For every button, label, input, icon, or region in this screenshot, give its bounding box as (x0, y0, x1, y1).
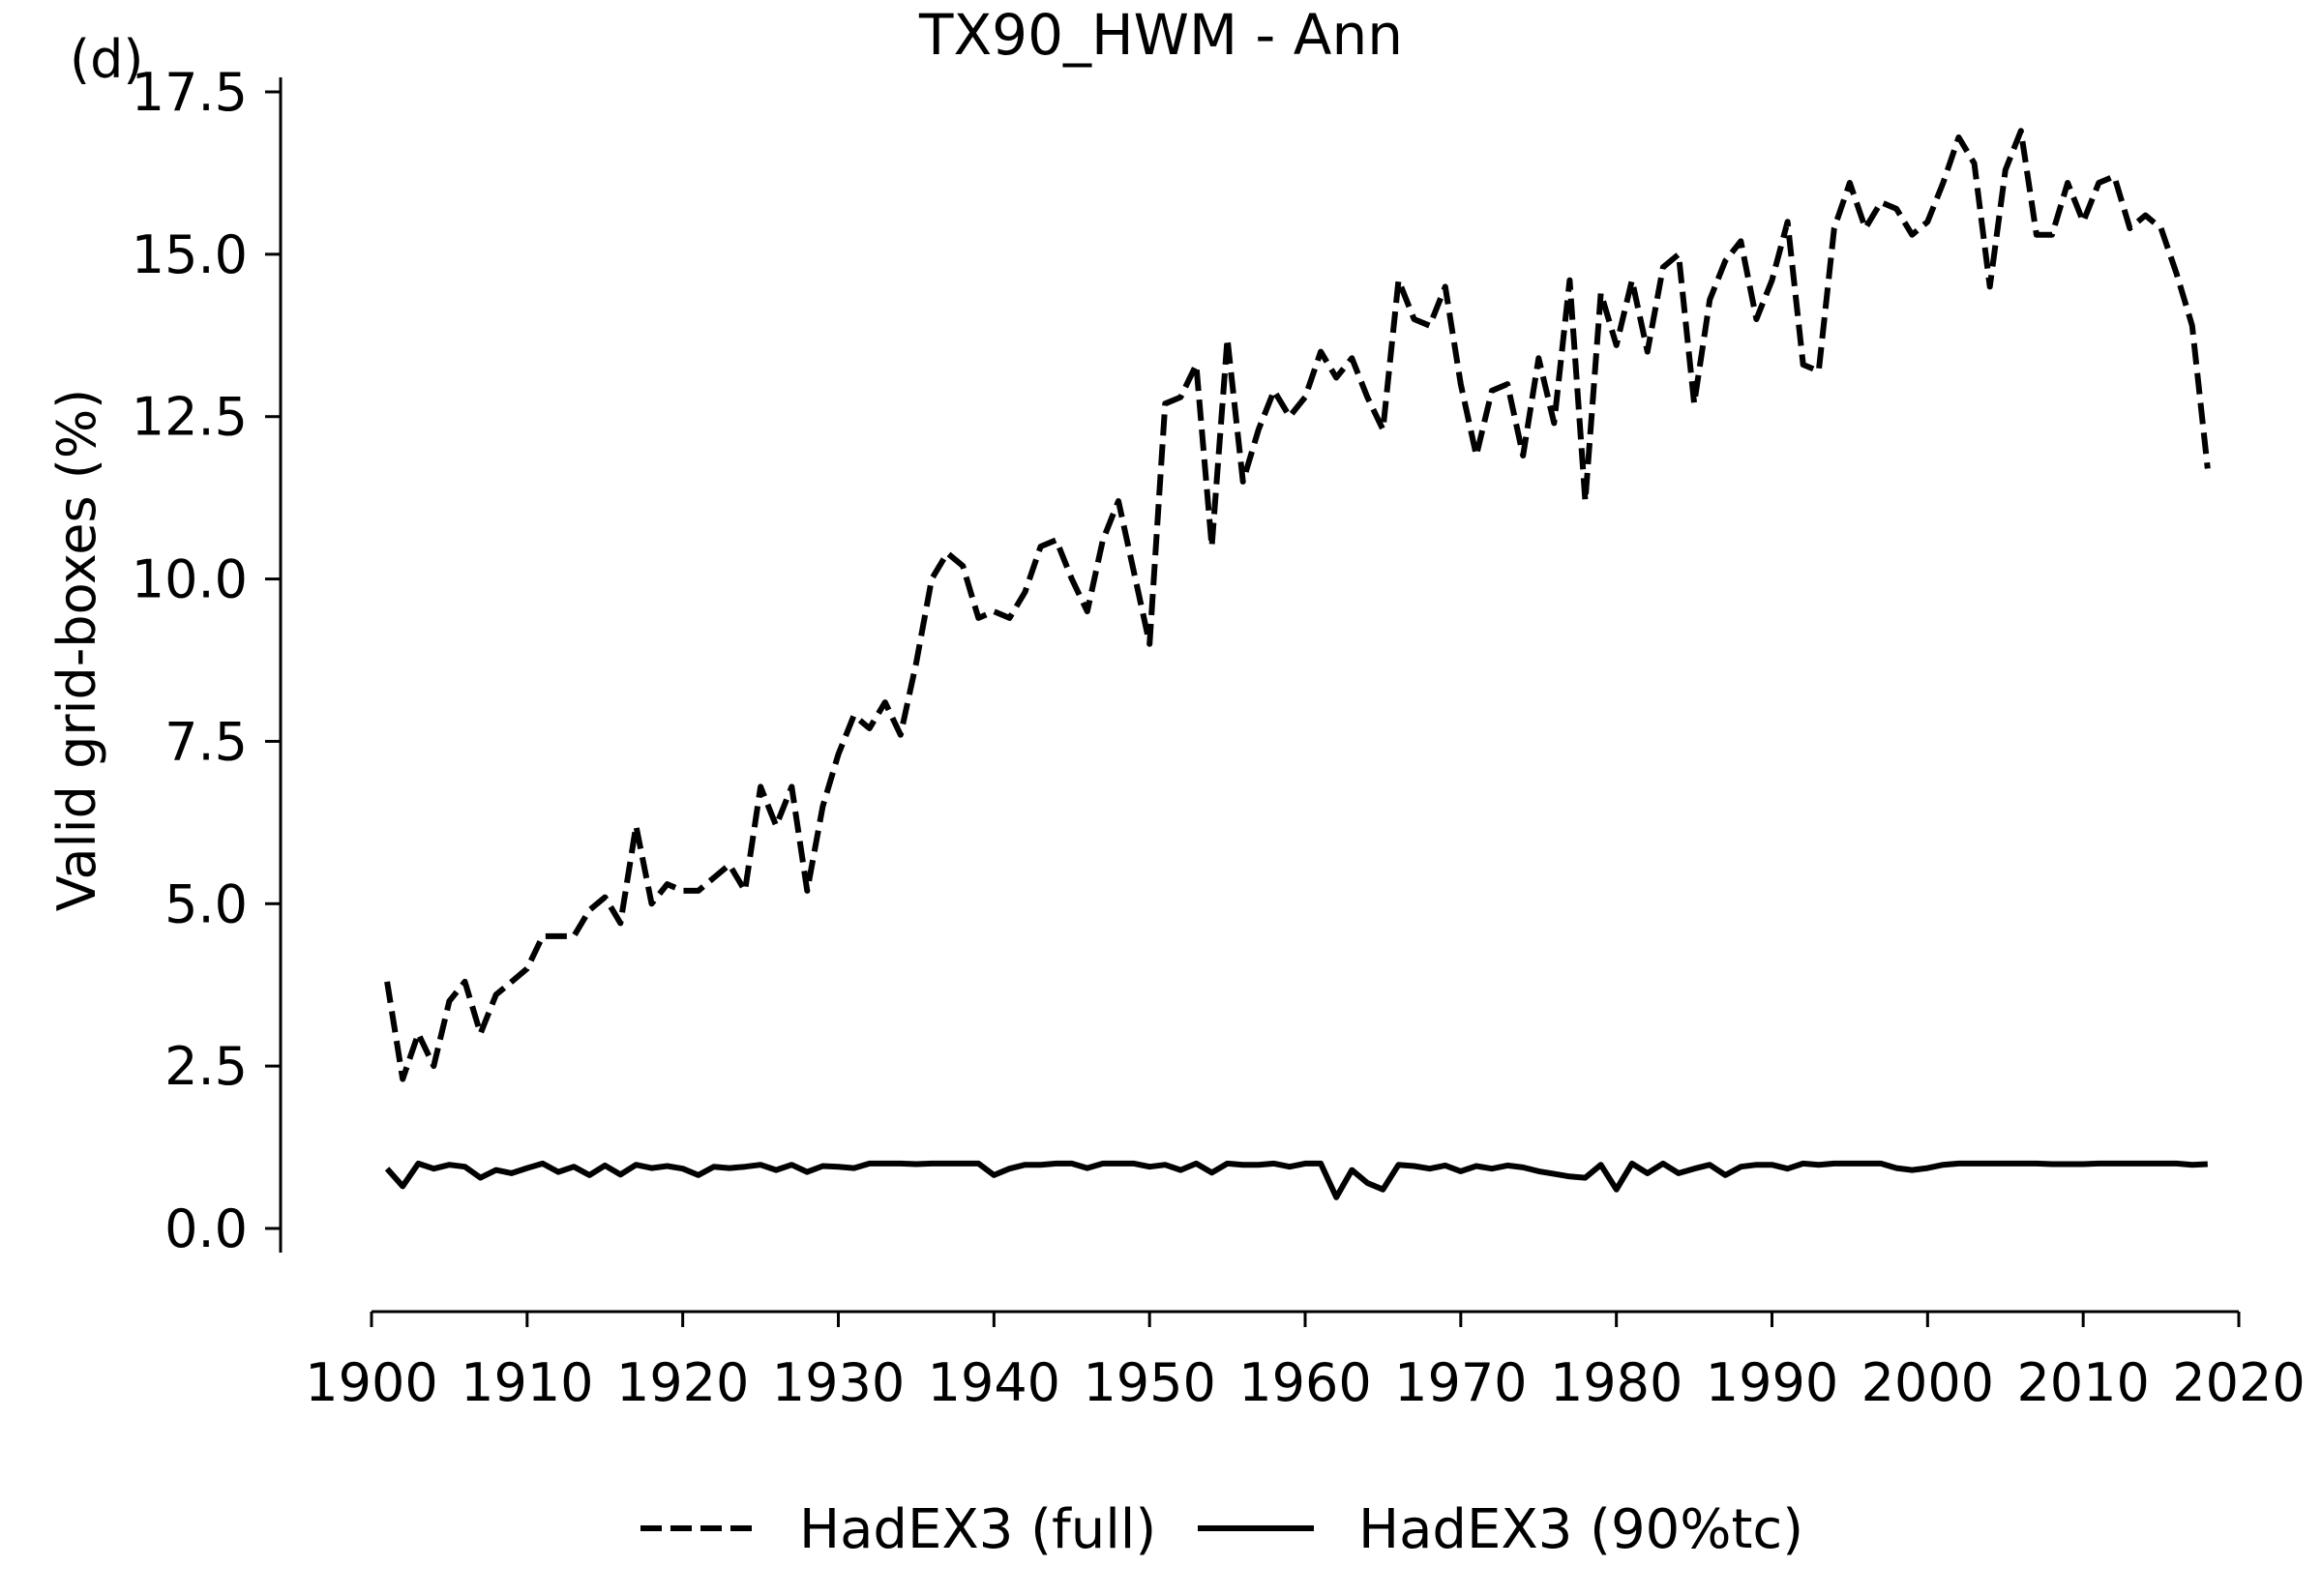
x-tick-label: 1950 (1083, 1352, 1215, 1413)
y-tick-label: 17.5 (132, 62, 248, 123)
y-tick-label: 12.5 (132, 387, 248, 448)
x-tick-label: 1990 (1706, 1352, 1838, 1413)
y-axis-label: Valid grid-boxes (%) (46, 389, 107, 911)
x-tick-label: 2010 (2016, 1352, 2149, 1413)
series-line-full (384, 128, 2211, 1082)
y-tick-label: 2.5 (164, 1036, 248, 1097)
y-tick-label: 15.0 (132, 224, 248, 285)
panel-label: (d) (70, 29, 143, 90)
y-tick-label: 7.5 (164, 711, 248, 772)
x-tick-label: 1970 (1394, 1352, 1527, 1413)
y-axis: 0.0 2.5 5.0 7.5 10.0 12.5 15.0 17.5 (132, 62, 283, 1259)
y-tick-label: 5.0 (164, 873, 248, 934)
x-tick-label: 1900 (305, 1352, 437, 1413)
x-tick-label: 1940 (928, 1352, 1060, 1413)
x-tick-label: 2020 (2172, 1352, 2305, 1413)
legend-label-full: HadEX3 (full) (799, 1498, 1156, 1561)
y-tick-label: 10.0 (132, 549, 248, 610)
plot-area (384, 128, 2211, 1200)
x-axis: 1900 1910 1920 1930 1940 1950 1960 1970 1980 1990… (305, 1310, 2306, 1413)
chart-title: TX90_HWM - Ann (918, 2, 1403, 68)
x-tick-label: 2000 (1861, 1352, 1994, 1413)
x-tick-label: 1960 (1238, 1352, 1371, 1413)
legend: HadEX3 (full) HadEX3 (90%tc) (640, 1498, 1803, 1561)
series-line-90tc (384, 1160, 2208, 1200)
legend-label-90tc: HadEX3 (90%tc) (1358, 1498, 1803, 1561)
y-tick-label: 0.0 (164, 1198, 248, 1259)
x-tick-label: 1930 (772, 1352, 905, 1413)
x-tick-label: 1920 (616, 1352, 749, 1413)
x-tick-label: 1910 (461, 1352, 593, 1413)
x-tick-label: 1980 (1550, 1352, 1682, 1413)
